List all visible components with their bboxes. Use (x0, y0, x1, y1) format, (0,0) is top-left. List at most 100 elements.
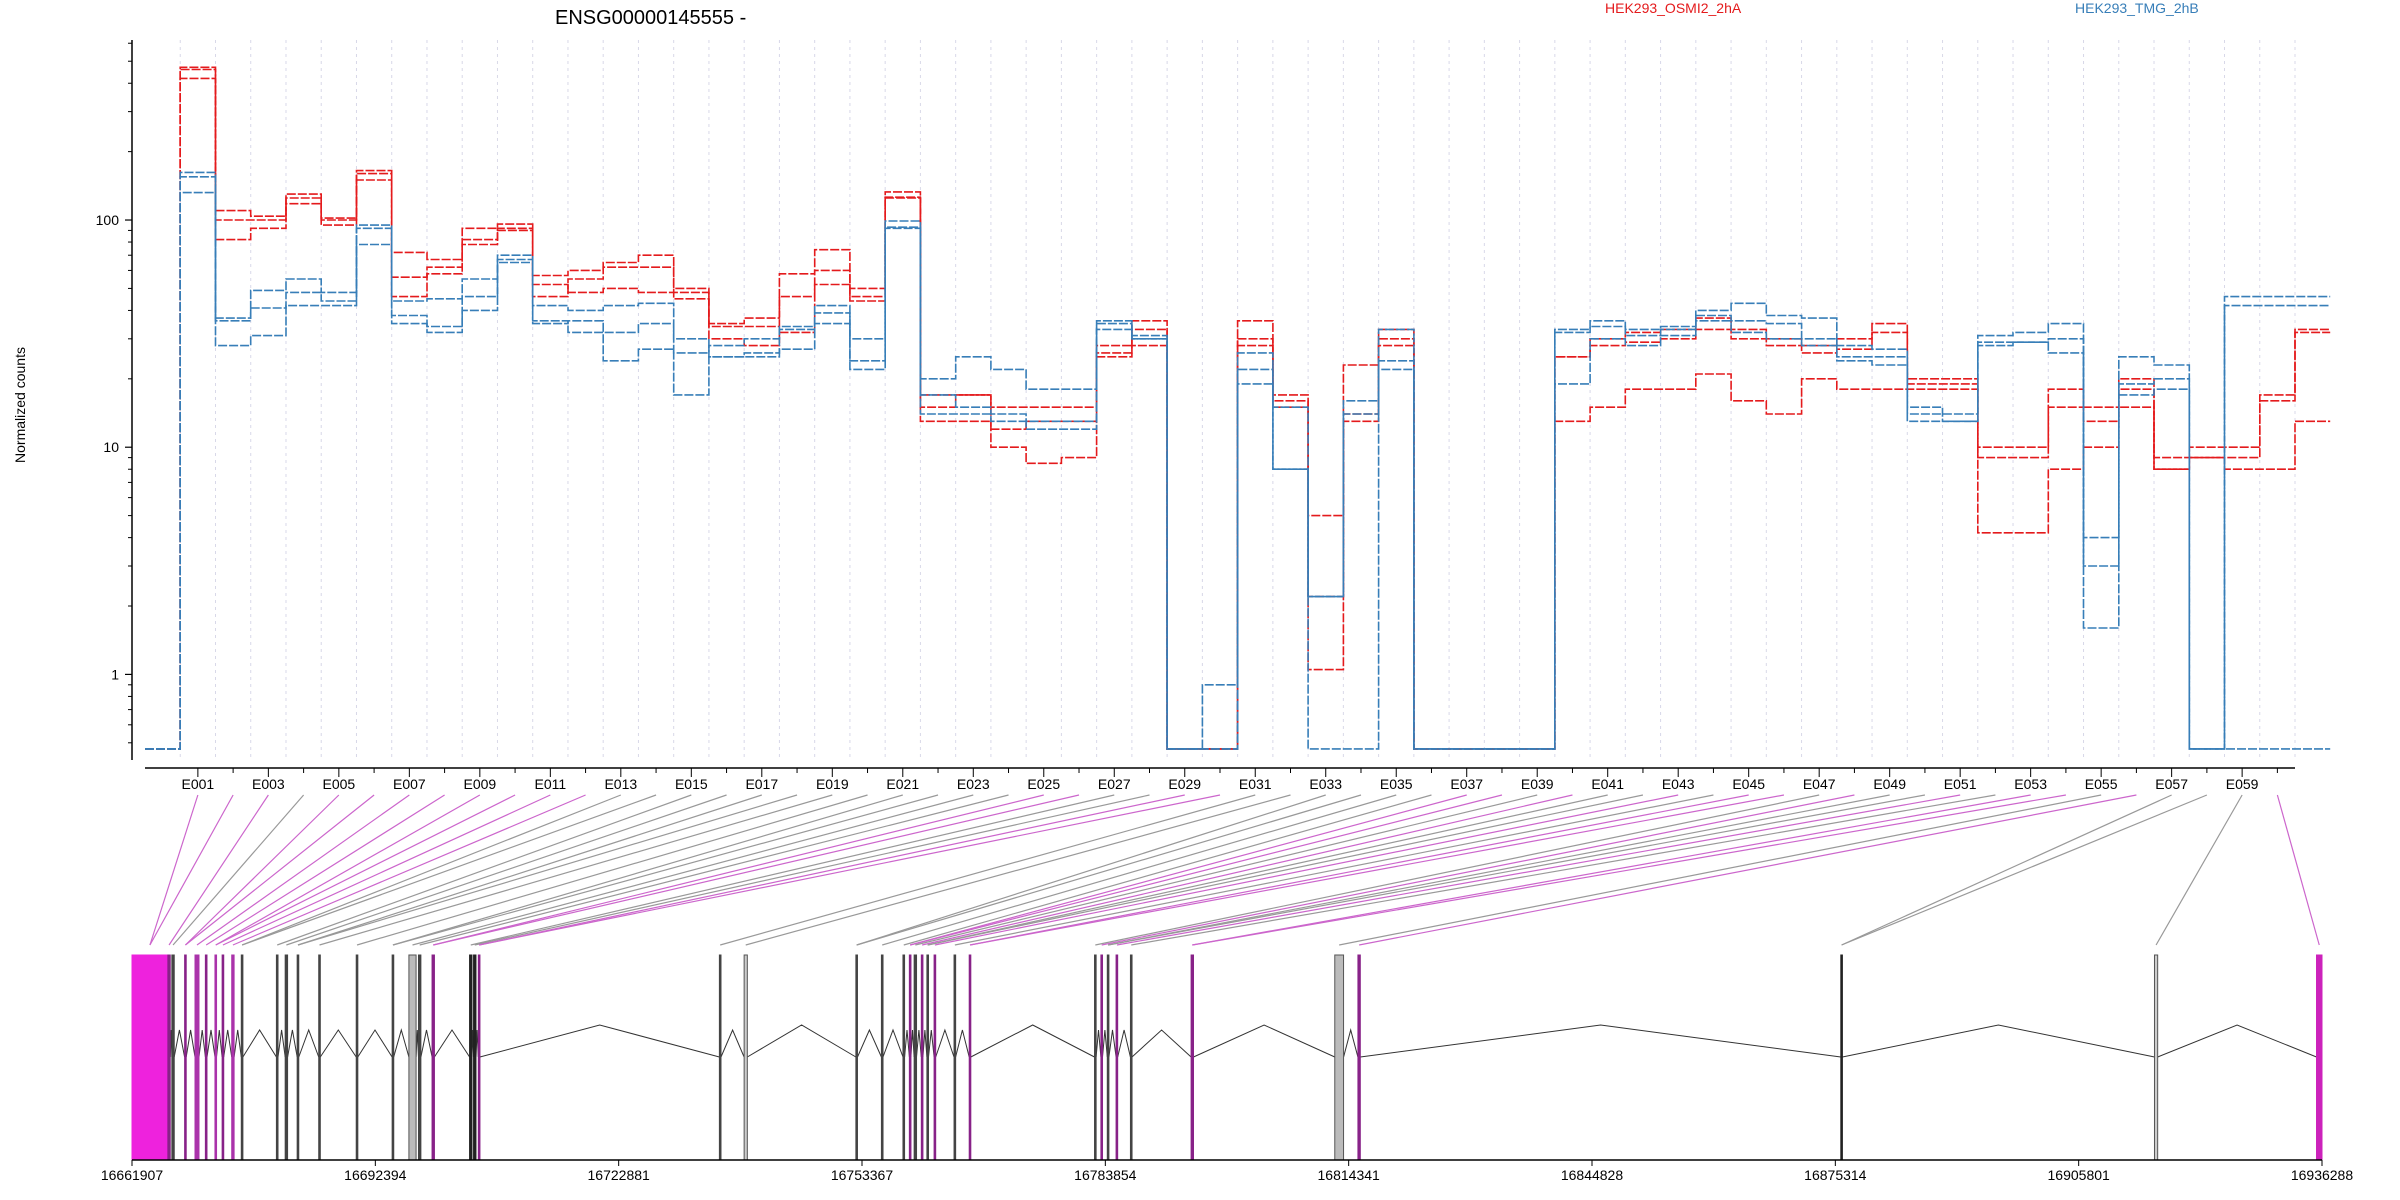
exon-connector (1101, 794, 1855, 946)
exon-connector (185, 794, 375, 946)
exon-box (408, 954, 417, 1161)
genomic-tick-label: 16692394 (344, 1167, 407, 1183)
y-tick-label: 10 (103, 439, 119, 455)
gene-model (131, 954, 2323, 1161)
exon-connector (1107, 794, 1926, 946)
exon-connector (1131, 794, 1996, 946)
exon-connector (433, 794, 1080, 946)
exon-box (355, 954, 359, 1161)
exon-box (1190, 954, 1194, 1161)
x-tick-label: E021 (886, 776, 919, 792)
exon-connector (479, 794, 1185, 946)
exon-connector (1841, 794, 2172, 946)
exon-connector (954, 794, 1714, 946)
exon-box (1129, 954, 1133, 1161)
exon-connector (915, 794, 1538, 946)
exon-box (171, 954, 175, 1161)
exon-connector (356, 794, 868, 946)
x-tick-label: E033 (1309, 776, 1342, 792)
exon-box (880, 954, 884, 1161)
exon-connector (215, 794, 516, 946)
exon-connector (1107, 794, 1890, 946)
exon-box (231, 954, 235, 1161)
genomic-tick-label: 16783854 (1074, 1167, 1137, 1183)
exon-connector (1359, 794, 2137, 946)
exon-box (1840, 954, 1843, 1161)
exon-box (204, 954, 208, 1161)
exon-box (1334, 954, 1345, 1161)
x-tick-label: E023 (957, 776, 990, 792)
exon-connector (745, 794, 1291, 946)
exon-connector (297, 794, 798, 946)
exon-box (920, 954, 924, 1161)
genomic-tick-label: 16661907 (101, 1167, 164, 1183)
x-tick-label: E011 (534, 776, 566, 792)
exon-box (933, 954, 937, 1161)
exon-connector (479, 794, 1221, 946)
x-tick-label: E051 (1944, 776, 1977, 792)
exon-box (473, 954, 477, 1161)
exon-box (2153, 954, 2159, 1161)
x-tick-label: E057 (2155, 776, 2188, 792)
exon-connector (205, 794, 445, 946)
exon-box (718, 954, 722, 1161)
x-tick-label: E003 (252, 776, 285, 792)
exon-connector (433, 794, 1044, 946)
x-tick-label: E053 (2014, 776, 2047, 792)
exon-connector (286, 794, 727, 946)
exon-connector (215, 794, 481, 946)
exon-box (968, 954, 972, 1161)
series-lines (145, 66, 2331, 750)
exon-connector (470, 794, 1115, 946)
axes: 1 10 100 E001 E003 E005 E007 E009 E011 E013 E015 E0… (96, 40, 2295, 792)
x-tick-label: E043 (1662, 776, 1695, 792)
exon-connector (2155, 794, 2243, 946)
x-tick-label: E047 (1803, 776, 1836, 792)
exon-connector (1192, 794, 2031, 946)
exon-connector (419, 794, 1009, 946)
genomic-axis: 16661907 16692394 16722881 16753367 16783854… (101, 1159, 2354, 1183)
x-tick-label: E015 (675, 776, 708, 792)
x-tick-label: E001 (182, 776, 215, 792)
exon-connector (1339, 794, 2102, 946)
exon-box (469, 954, 473, 1161)
exon-connector (474, 794, 1150, 946)
exon-connector (392, 794, 903, 946)
intron-lines (167, 1024, 2317, 1058)
exon-box (1115, 954, 1119, 1161)
exon-connector (196, 794, 410, 946)
x-tick-label: E039 (1521, 776, 1554, 792)
exon-connector (2276, 794, 2320, 946)
exon-connector (1192, 794, 2067, 946)
exon-connector (222, 794, 551, 946)
x-tick-label: E059 (2226, 776, 2259, 792)
x-tick-label: E041 (1591, 776, 1624, 792)
x-tick-label: E055 (2085, 776, 2118, 792)
exon-box (221, 954, 225, 1161)
series-line-6 (145, 191, 2331, 750)
x-tick-label: E031 (1239, 776, 1272, 792)
exon-box (318, 954, 321, 1161)
exon-connector (277, 794, 692, 946)
exon-box (275, 954, 279, 1161)
exon-connector (319, 794, 833, 946)
genomic-tick-label: 16722881 (588, 1167, 651, 1183)
x-tick-label: E017 (745, 776, 778, 792)
exon-box (391, 954, 395, 1161)
chart-title: ENSG00000145555 - (555, 7, 746, 29)
exon-box (240, 954, 244, 1161)
exon-box (194, 954, 200, 1161)
exon-box (477, 954, 481, 1161)
x-tick-label: E037 (1450, 776, 1483, 792)
exon-connector (927, 794, 1644, 946)
y-axis-label: Normalized counts (12, 347, 28, 463)
exon-box (1094, 954, 1097, 1161)
y-tick-label: 100 (96, 212, 120, 228)
exon-connector (909, 794, 1467, 946)
x-tick-label: E009 (463, 776, 496, 792)
genomic-tick-label: 16936288 (2291, 1167, 2354, 1183)
genomic-tick-label: 16814341 (1318, 1167, 1381, 1183)
x-tick-label: E027 (1098, 776, 1131, 792)
genomic-tick-label: 16753367 (831, 1167, 894, 1183)
